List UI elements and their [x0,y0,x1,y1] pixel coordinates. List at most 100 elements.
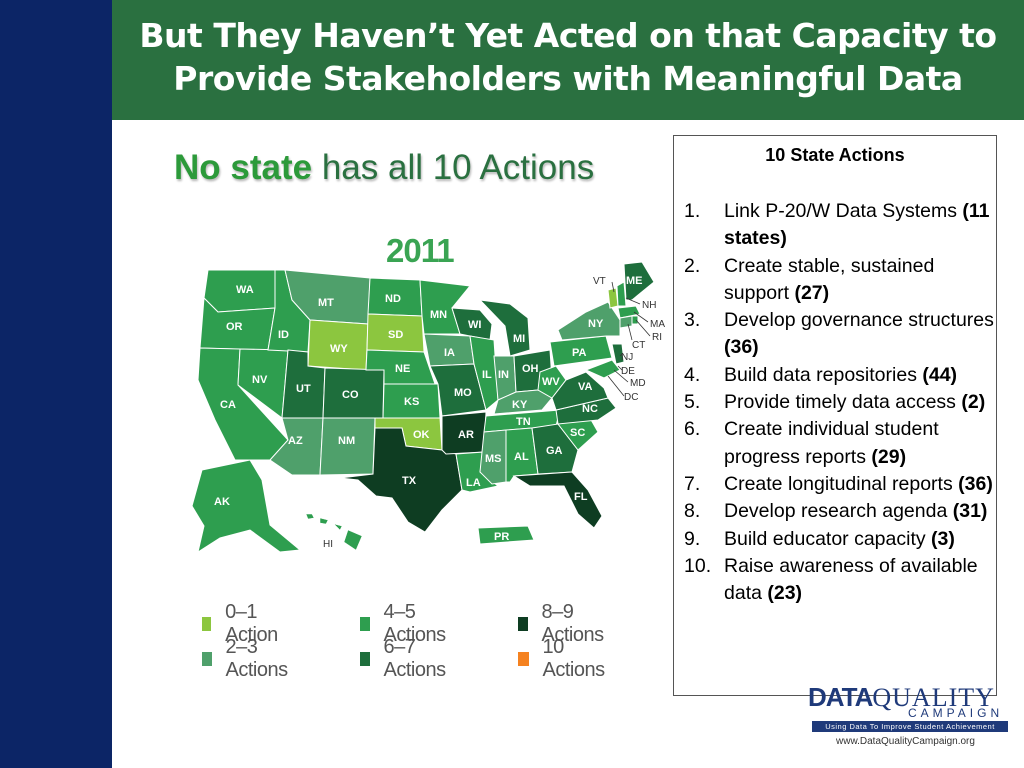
label-wy: WY [330,343,348,355]
data-quality-campaign-logo: DATAQUALITY CAMPAIGN Using Data To Impro… [808,682,1014,762]
label-pa: PA [572,347,587,359]
territory-pr [477,525,535,545]
list-item: 1. Link P-20/W Data Systems (11 states) [684,200,990,250]
legend-item: 4–5 Actions [360,601,450,647]
state-mo [429,363,487,417]
label-in: IN [498,369,509,381]
label-sc: SC [570,427,585,439]
label-ri: RI [652,332,662,343]
legend-item: 6–7 Actions [360,636,450,682]
label-pr: PR [494,531,509,543]
legend-item: 10 Actions [518,636,608,682]
list-item: 8. Develop research agenda (31) [684,500,988,523]
list-item: 5. Provide timely data access (2) [684,391,986,414]
legend-label: 6–7 Actions [383,636,447,681]
legend-label: 10 Actions [542,636,606,681]
label-sd: SD [388,329,403,341]
label-va: VA [578,381,593,393]
label-az: AZ [288,435,303,447]
state-me [623,261,655,301]
label-or: OR [226,321,243,333]
left-sidebar-band [0,0,112,768]
label-id: ID [278,329,289,341]
label-tx: TX [402,475,417,487]
list-item: 6. Create individual student progress rep… [684,418,939,468]
label-md: MD [630,378,646,389]
label-nv: NV [252,374,268,386]
label-ia: IA [444,347,455,359]
state-ms [479,429,507,485]
legend-swatch [518,652,529,666]
legend-swatch [360,617,370,631]
label-oh: OH [522,363,539,375]
actions-list: 1. Link P-20/W Data Systems (11 states) 2… [684,198,994,607]
slide-title-line2: Provide Stakeholders with Meaningful Dat… [173,59,963,98]
logo-subword: CAMPAIGN [908,706,1004,720]
state-ga [531,423,579,475]
label-nc: NC [582,403,598,415]
state-tx [339,427,463,533]
label-de: DE [621,366,635,377]
state-md [584,359,621,379]
label-fl: FL [574,491,588,503]
label-ks: KS [404,396,419,408]
label-al: AL [514,451,529,463]
label-nd: ND [385,293,401,305]
label-ar: AR [458,429,474,441]
label-dc: DC [624,392,638,403]
label-co: CO [342,389,359,401]
label-ga: GA [546,445,563,457]
slide-subtitle: No state has all 10 Actions [174,148,594,188]
label-me: ME [626,275,643,287]
logo-url: www.DataQualityCampaign.org [836,736,975,747]
legend-label: 4–5 Actions [383,601,447,646]
state-ri [631,315,639,325]
state-fl [512,471,603,529]
label-ne: NE [395,363,410,375]
legend-item: 0–1 Action [202,601,283,647]
label-wi: WI [468,319,481,331]
list-item: 4. Build data repositories (44) [684,363,958,386]
label-mi: MI [513,333,525,345]
label-wa: WA [236,284,254,296]
label-mn: MN [430,309,447,321]
label-ok: OK [413,429,430,441]
slide-title-line1: But They Haven’t Yet Acted on that Capac… [139,16,997,55]
state-hi [305,513,363,551]
label-ut: UT [296,383,311,395]
label-ak: AK [214,496,230,508]
state-nh [616,281,627,307]
legend-item: 8–9 Actions [518,601,608,647]
label-ms: MS [485,453,502,465]
label-ct: CT [632,340,645,351]
subtitle-emphasis: No state [174,148,313,187]
subtitle-rest: has all 10 Actions [312,148,595,187]
list-item: 7. Create longitudinal reports (36) [684,472,993,495]
state-ma [617,305,641,319]
legend-label: 8–9 Actions [541,601,605,646]
title-banner: But They Haven’t Yet Acted on that Capac… [112,0,1024,120]
legend-item: 2–3 Actions [202,636,292,682]
label-nj: NJ [621,352,633,363]
state-va [551,371,609,411]
label-ky: KY [512,399,528,411]
label-tn: TN [516,416,531,428]
slide-title: But They Haven’t Yet Acted on that Capac… [112,14,1024,100]
legend-swatch [518,617,528,631]
label-ca: CA [220,399,236,411]
state-actions-panel: 10 State Actions 1. Link P-20/W Data Syst… [673,135,997,696]
label-la: LA [466,477,481,489]
panel-title: 10 State Actions [765,145,905,165]
legend-swatch [202,652,212,666]
logo-wordmark: DATAQUALITY [808,682,995,712]
label-mo: MO [454,387,472,399]
label-wv: WV [542,376,560,388]
label-ma: MA [650,319,665,330]
label-mt: MT [318,297,334,309]
label-nh: NH [642,300,656,311]
legend-label: 2–3 Actions [225,636,289,681]
list-item: 9. Build educator capacity (3) [684,527,955,550]
label-vt: VT [593,276,606,287]
label-hi: HI [323,539,333,550]
legend-swatch [202,617,212,631]
